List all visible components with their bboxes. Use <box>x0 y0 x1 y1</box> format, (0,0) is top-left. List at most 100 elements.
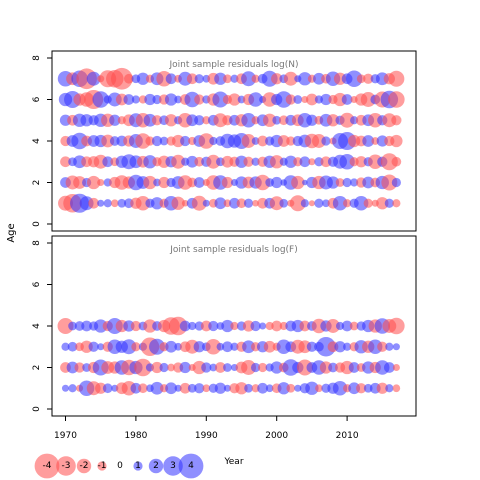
y-tick-label: 2 <box>32 365 42 371</box>
x-axis-label: Year <box>223 457 243 467</box>
residual-bubble <box>209 136 218 146</box>
residual-bubble <box>293 95 303 104</box>
residual-bubble <box>61 384 70 392</box>
residual-bubble <box>299 156 311 168</box>
legend-label: 3 <box>170 461 176 471</box>
residual-bubble <box>265 384 274 393</box>
residual-bubble <box>342 177 352 188</box>
residual-bubble <box>130 320 142 332</box>
legend-item: 3 <box>163 456 183 476</box>
residual-bubble <box>289 195 306 212</box>
residual-bubble <box>198 133 215 149</box>
panel-title: Joint sample residuals log(N) <box>168 60 298 70</box>
residual-bubble <box>205 339 222 355</box>
residual-bubble <box>202 116 211 125</box>
residual-bubble <box>150 381 164 395</box>
residual-bubble <box>214 382 227 394</box>
residual-bubble <box>308 200 315 207</box>
residual-bubble <box>138 383 148 394</box>
residual-bubble <box>262 113 277 127</box>
residual-bubble <box>241 360 256 375</box>
residual-bubble <box>164 93 178 106</box>
legend-bubble <box>133 461 143 471</box>
residual-bubble <box>335 178 345 187</box>
residual-bubble <box>60 156 71 168</box>
residual-bubble <box>271 73 283 85</box>
residual-bubble <box>68 384 77 393</box>
legend-item: 1 <box>133 461 143 471</box>
residual-bubble <box>135 133 151 149</box>
residual-bubble <box>326 319 340 333</box>
residual-bubble <box>392 384 401 393</box>
residual-bubble <box>294 384 302 392</box>
y-tick-label: 6 <box>32 96 42 102</box>
residual-bubble <box>221 319 234 333</box>
panel-1: Joint sample residuals log(N) 0 2 4 6 8 <box>32 50 417 232</box>
residual-bubble <box>109 114 121 126</box>
residual-bubble <box>97 343 105 351</box>
residual-bubble <box>299 320 311 332</box>
residual-bubble <box>202 384 211 393</box>
legend-label: 2 <box>153 461 159 471</box>
residual-bubble <box>179 382 191 394</box>
x-tick-label: 2010 <box>336 431 359 441</box>
residual-bubble <box>320 93 332 106</box>
residual-bubble <box>191 195 207 211</box>
residual-bubble <box>97 199 105 207</box>
residual-bubble <box>305 381 319 395</box>
residual-bubble <box>143 155 157 169</box>
residual-bubble <box>95 382 107 394</box>
residual-bubble <box>385 342 394 351</box>
residual-bubble <box>230 321 239 331</box>
residual-bubble <box>165 382 178 395</box>
residual-bubble <box>230 74 239 83</box>
residual-bubble <box>380 153 398 171</box>
residual-bubble <box>257 382 268 394</box>
residual-bubble <box>131 342 141 352</box>
residual-bubble <box>164 114 178 127</box>
residual-bubble <box>350 178 359 187</box>
residual-bubble <box>285 94 296 105</box>
residual-bubble <box>149 338 166 355</box>
residual-bubble <box>328 362 338 373</box>
residual-bubble <box>343 199 352 208</box>
residual-bubble <box>391 177 401 188</box>
legend-bubble <box>97 461 107 471</box>
residual-bubble <box>348 362 360 373</box>
y-tick-label: 4 <box>32 323 42 329</box>
residual-bubble <box>186 155 199 168</box>
residual-bubble <box>135 196 151 211</box>
residual-bubble <box>158 176 170 189</box>
x-tick-label: 1990 <box>195 431 218 441</box>
residual-bubble <box>376 382 388 394</box>
residual-bubble <box>391 115 402 126</box>
legend-item: 2 <box>148 458 164 474</box>
residual-bubble <box>187 383 197 393</box>
residual-bubble <box>341 320 353 332</box>
residual-bubble <box>214 197 227 210</box>
residual-bubble <box>201 362 212 373</box>
residual-bubble <box>349 321 359 331</box>
legend-label: -3 <box>62 461 71 471</box>
residual-bubble <box>339 154 355 170</box>
residual-bubble <box>308 158 316 166</box>
residual-bubble <box>332 196 348 211</box>
legend-label: -1 <box>98 461 107 471</box>
residual-bubble <box>177 175 193 190</box>
residual-bubble <box>92 91 109 108</box>
residual-bubble <box>74 362 85 373</box>
residual-bubble <box>319 361 333 374</box>
residual-bubble <box>376 197 389 210</box>
legend-bubble <box>163 456 183 476</box>
residual-bubble <box>145 136 155 146</box>
residual-bubble <box>313 72 325 85</box>
residual-bubble <box>152 94 162 105</box>
residual-bubble <box>216 342 225 351</box>
residual-bubble <box>194 94 205 105</box>
residual-bubble <box>165 73 177 85</box>
legend-item: -1 <box>97 461 107 471</box>
y-tick-label: 4 <box>32 138 42 144</box>
residual-bubble <box>312 134 326 148</box>
residual-bubble <box>130 382 142 394</box>
